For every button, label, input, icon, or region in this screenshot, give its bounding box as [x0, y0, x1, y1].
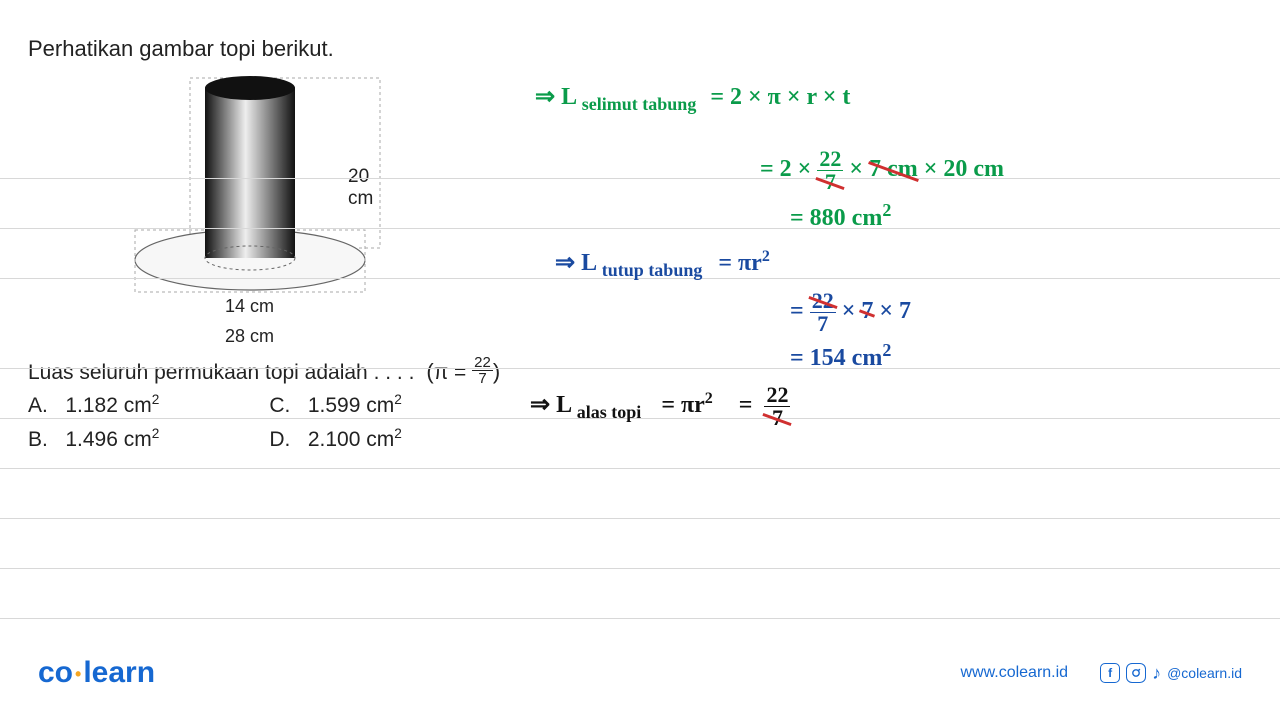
- question-line: Luas seluruh permukaan topi adalah . . .…: [28, 355, 500, 386]
- work-line-4: ⇒ L tutup tabung = πr2: [555, 248, 770, 281]
- option-c: C. 1.599 cm2: [269, 392, 402, 418]
- rule-line: [0, 518, 1280, 519]
- brand-logo: co•learn: [38, 656, 155, 690]
- footer-url: www.colearn.id: [960, 664, 1068, 682]
- dim-height-label: 20 cm: [348, 166, 390, 210]
- rule-line: [0, 568, 1280, 569]
- page: Perhatikan gambar topi berikut. 14 cm: [0, 0, 1280, 720]
- rule-line: [0, 368, 1280, 369]
- rule-line: [0, 618, 1280, 619]
- option-b: B. 1.496 cm2: [28, 426, 159, 452]
- option-a: A. 1.182 cm2: [28, 392, 159, 418]
- work-line-3: = 880 cm2: [790, 200, 891, 232]
- answer-options: A. 1.182 cm2 C. 1.599 cm2 B. 1.496 cm2 D…: [28, 392, 402, 460]
- social-handle: @colearn.id: [1167, 665, 1242, 681]
- work-line-5: = 22 7 × 7 × 7: [790, 290, 911, 335]
- rule-line: [0, 468, 1280, 469]
- facebook-icon: f: [1100, 663, 1120, 683]
- option-d: D. 2.100 cm2: [269, 426, 402, 452]
- work-line-6: = 154 cm2: [790, 340, 891, 372]
- work-line-2: = 2 × 22 7 × 7 cm × 20 cm: [760, 148, 1004, 193]
- pi-denominator: 7: [472, 371, 493, 386]
- work-line-1: ⇒ L selimut tabung = 2 × π × r × t: [535, 82, 850, 115]
- rule-line: [0, 178, 1280, 179]
- instagram-icon: [1126, 663, 1146, 683]
- social-icons: f ♪ @colearn.id: [1100, 663, 1242, 684]
- tiktok-icon: ♪: [1152, 663, 1161, 684]
- rule-line: [0, 228, 1280, 229]
- svg-text:14 cm: 14 cm: [225, 296, 274, 316]
- question-text: Luas seluruh permukaan topi adalah . . .…: [28, 361, 414, 384]
- footer: co•learn www.colearn.id f ♪ @colearn.id: [0, 656, 1280, 690]
- work-line-7: ⇒ L alas topi = πr2 = 22 7: [530, 384, 790, 429]
- pi-note: π =: [434, 361, 467, 384]
- problem-title: Perhatikan gambar topi berikut.: [28, 36, 334, 62]
- hat-diagram: 14 cm 28 cm 20 cm: [130, 70, 390, 350]
- svg-text:28 cm: 28 cm: [225, 326, 274, 346]
